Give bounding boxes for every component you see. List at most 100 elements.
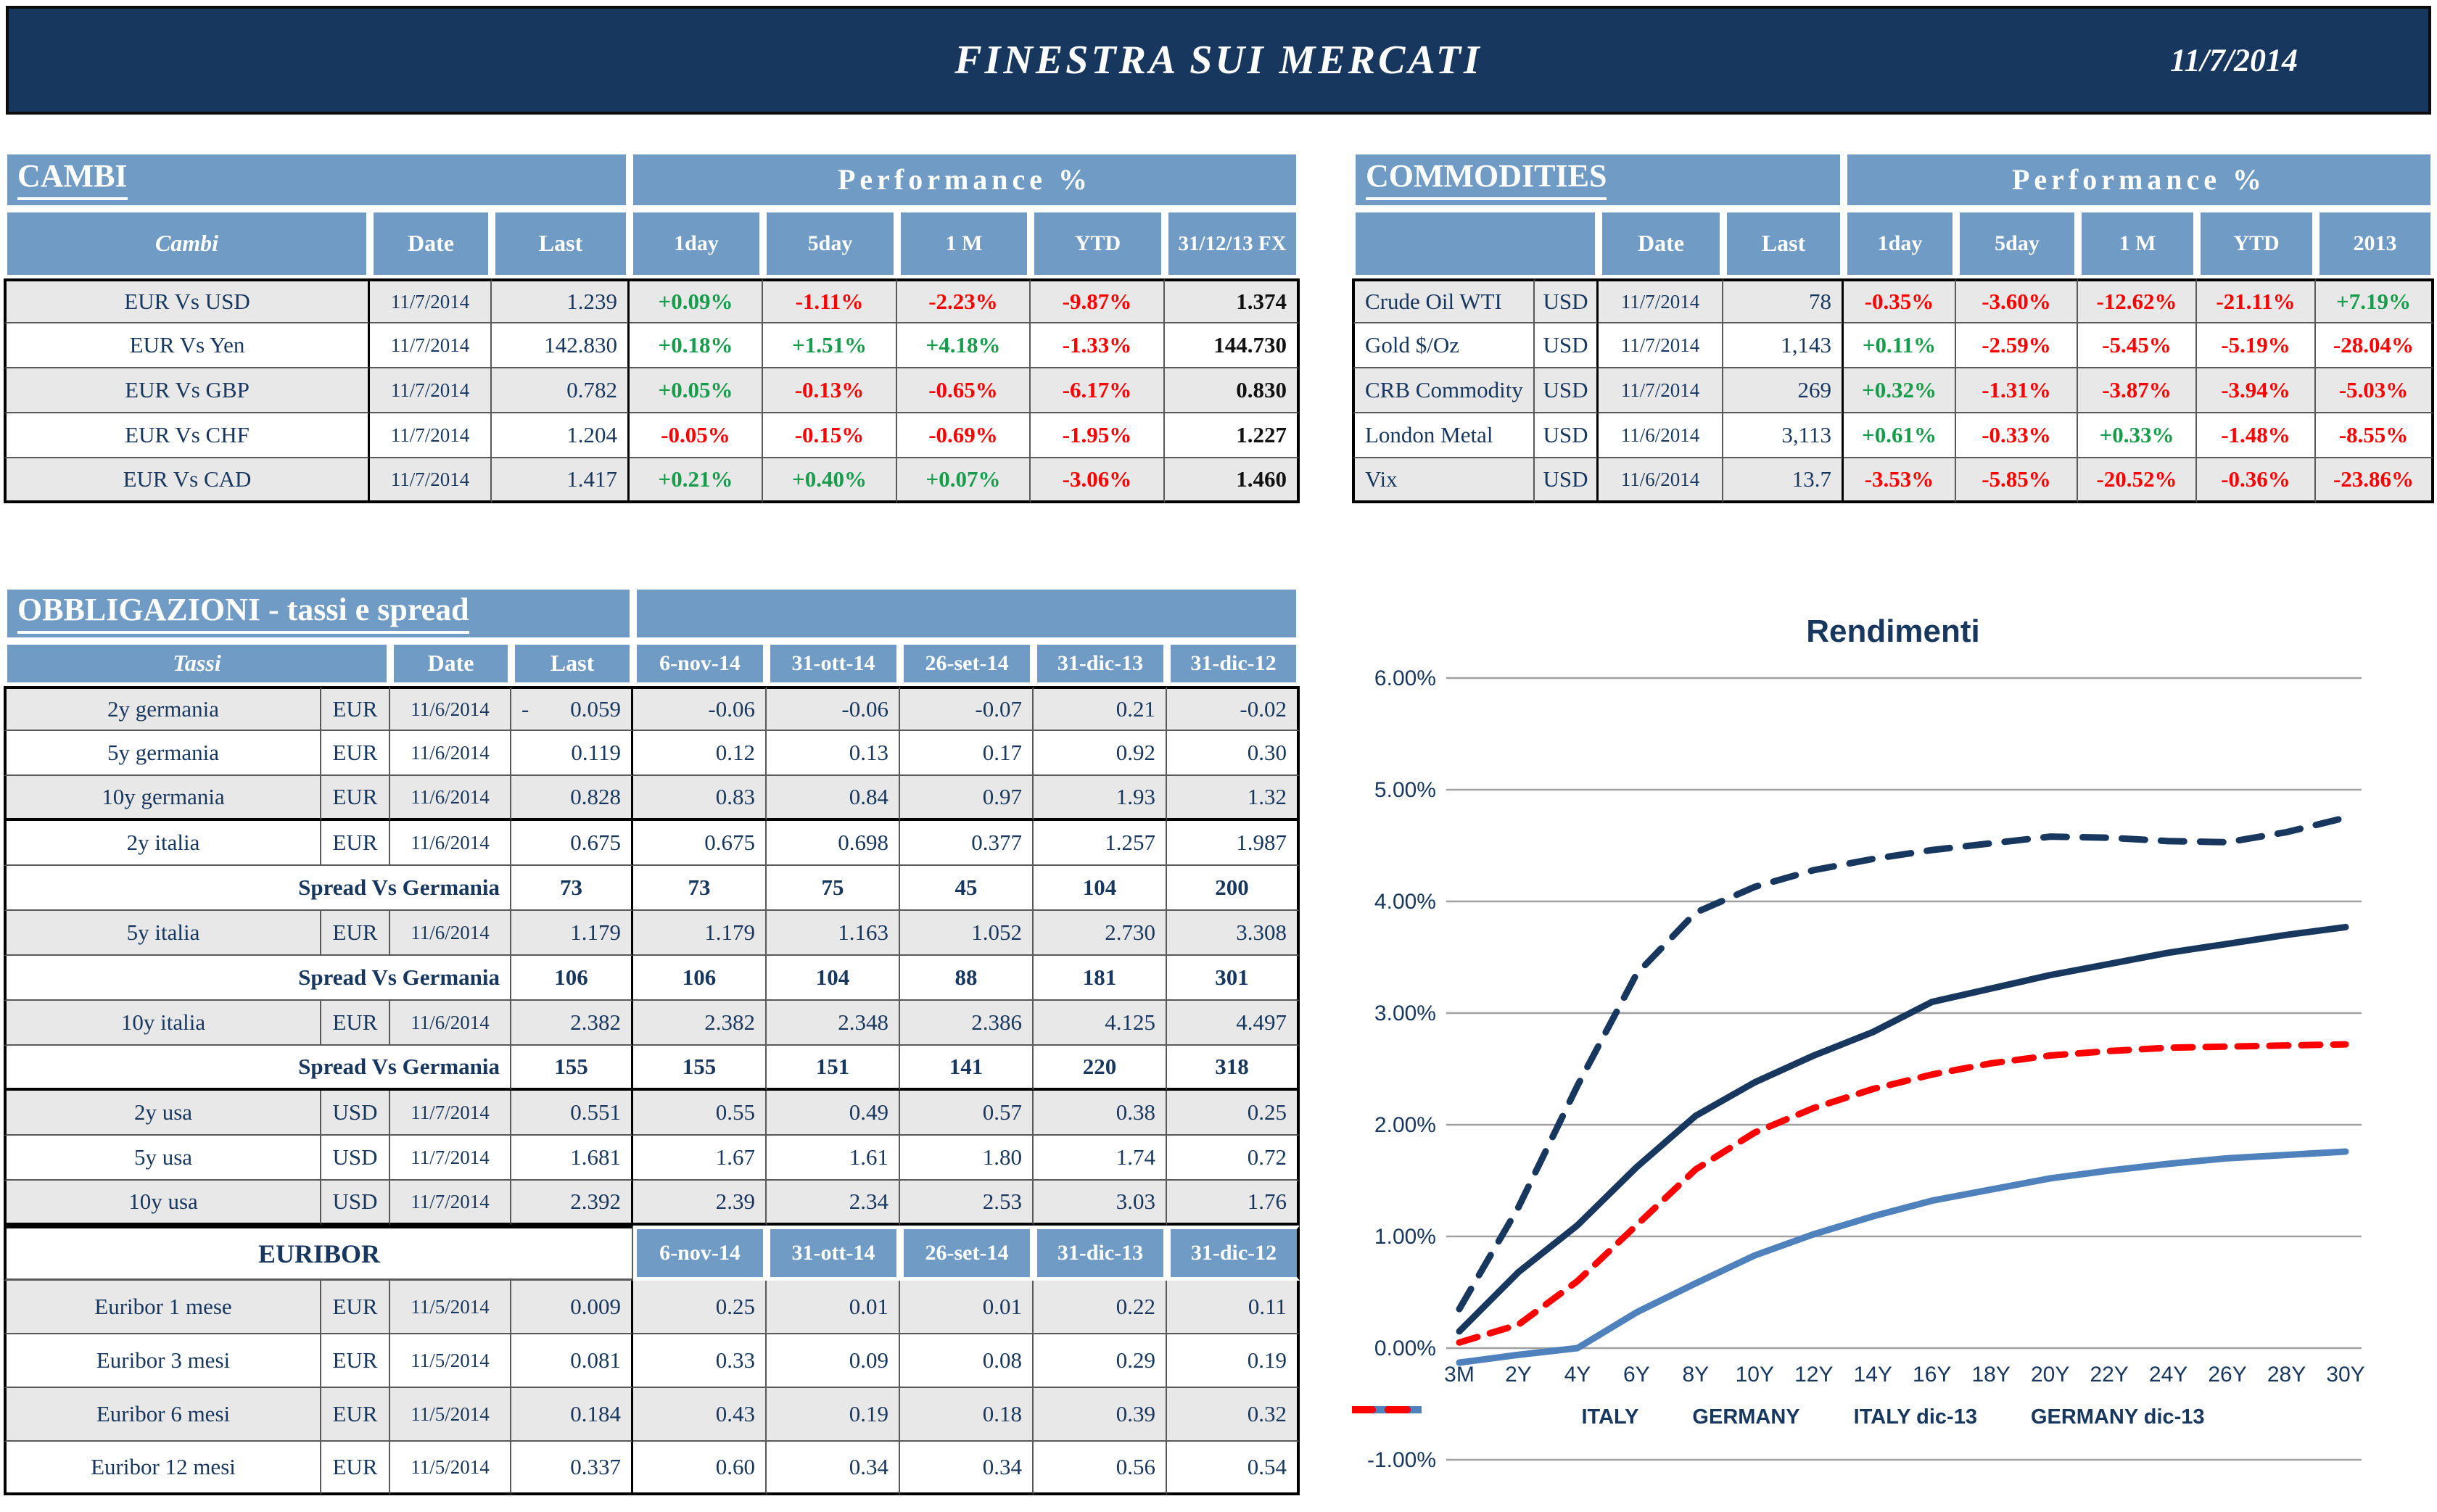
cambi-perf-value: -0.13%: [763, 368, 897, 413]
bond-row-label: Euribor 12 mesi: [4, 1442, 321, 1495]
cambi-fx-value: 144.730: [1165, 323, 1300, 368]
cambi-perf-value: +4.18%: [897, 323, 1031, 368]
bond-row-value: 1.32: [1167, 776, 1300, 821]
commodity-perf-value: -8.55%: [2316, 413, 2434, 458]
commodity-perf-value: -5.03%: [2316, 368, 2434, 413]
cambi-fx-value: 0.830: [1165, 368, 1300, 413]
bond-row-value: 0.18: [900, 1388, 1034, 1442]
bond-row-value: 1.163: [767, 911, 900, 956]
bond-row-value: 0.72: [1167, 1136, 1300, 1181]
cambi-fx-value: 1.374: [1165, 278, 1300, 323]
commodity-perf-value: -3.94%: [2197, 368, 2316, 413]
commodities-column-header: 5day: [1956, 209, 2078, 278]
commodities-column-header: [1352, 209, 1599, 278]
bond-row-value: 0.30: [1167, 731, 1300, 776]
commodity-row-label: CRB Commodity: [1352, 368, 1535, 413]
bond-row-last: 0.009: [511, 1281, 633, 1334]
bonds-section-title-label: OBBLIGAZIONI - tassi e spread: [17, 592, 469, 635]
y-axis-label: 4.00%: [1374, 890, 1436, 914]
commodity-row-last: 3,113: [1723, 413, 1844, 458]
bonds-date-column-header: 31-dic-12: [1167, 641, 1300, 686]
cambi-performance-header: Performance %: [630, 151, 1300, 209]
commodity-perf-value: -1.48%: [2197, 413, 2316, 458]
commodity-row-last: 269: [1723, 368, 1844, 413]
chart-legend: ITALY GERMANY ITALY dic-13 GERMANY dic-13: [1352, 1405, 2434, 1429]
x-axis-label: 4Y: [1564, 1363, 1591, 1387]
series-line-italy-dic-13: [1456, 814, 2349, 1313]
bond-row-value: 0.55: [633, 1091, 767, 1136]
bond-row-last: 0.184: [511, 1388, 633, 1442]
cambi-perf-value: -6.17%: [1031, 368, 1165, 413]
bond-row-value: 0.60: [633, 1442, 767, 1495]
cambi-perf-value: -0.15%: [763, 413, 897, 458]
bond-row-value: 0.25: [1167, 1091, 1300, 1136]
x-axis-label: 24Y: [2149, 1363, 2187, 1387]
bond-row-label: 5y germania: [4, 731, 321, 776]
commodity-perf-value: -28.04%: [2316, 323, 2434, 368]
cambi-row-last: 1.239: [492, 278, 630, 323]
bond-row-value: 1.67: [633, 1136, 767, 1181]
bond-row-value: 0.22: [1034, 1281, 1167, 1334]
bonds-column-header: Date: [390, 641, 511, 686]
bond-row-value: 0.39: [1034, 1388, 1167, 1442]
euribor-date-column-header: 31-dic-12: [1167, 1226, 1300, 1281]
bonds-date-column-header: 31-ott-14: [767, 641, 900, 686]
bond-row-value: 2.382: [633, 1001, 767, 1046]
x-axis-label: 14Y: [1854, 1363, 1892, 1387]
bond-last-value: 0.059: [570, 696, 621, 722]
cambi-column-header: 1day: [630, 209, 763, 278]
cambi-row-date: 11/7/2014: [370, 458, 492, 503]
cambi-column-header: Last: [492, 209, 630, 278]
bond-row-value: 0.34: [900, 1442, 1034, 1495]
bonds-title-spacer: [633, 586, 1300, 641]
bond-row-date: 11/5/2014: [390, 1442, 511, 1495]
commodity-row-label: Gold $/Oz: [1352, 323, 1535, 368]
bond-row-date: 11/6/2014: [390, 1001, 511, 1046]
cambi-perf-value: -9.87%: [1031, 278, 1165, 323]
cambi-column-header: 31/12/13 FX: [1165, 209, 1300, 278]
yield-chart: Rendimenti ITALY GERMANY ITALY dic-13 GERMA…: [1352, 587, 2434, 1508]
spread-row-last: 155: [511, 1046, 633, 1091]
bond-row-last: 1.681: [511, 1136, 633, 1181]
report-date: 11/7/2014: [2169, 42, 2298, 78]
commodity-perf-value: +0.32%: [1844, 368, 1956, 413]
bond-row-value: 1.052: [900, 911, 1034, 956]
spread-row-value: 318: [1167, 1046, 1300, 1091]
bond-row-currency: EUR: [321, 1281, 390, 1334]
commodities-column-header: Date: [1599, 209, 1723, 278]
bond-row-value: -0.06: [633, 686, 767, 731]
cambi-perf-value: -0.69%: [897, 413, 1031, 458]
spread-row-label: Spread Vs Germania: [4, 956, 511, 1001]
bond-row-value: 0.83: [633, 776, 767, 821]
x-axis-label: 3M: [1444, 1363, 1475, 1387]
bond-row-value: 0.33: [633, 1334, 767, 1388]
bond-row-value: 0.19: [1167, 1334, 1300, 1388]
bond-row-value: 0.38: [1034, 1091, 1167, 1136]
bond-row-value: 0.84: [767, 776, 900, 821]
y-axis-label: 6.00%: [1374, 666, 1436, 690]
bond-row-currency: USD: [321, 1091, 390, 1136]
bonds-section-title: OBBLIGAZIONI - tassi e spread: [4, 586, 633, 641]
x-axis-label: 8Y: [1683, 1363, 1710, 1387]
bond-row-date: 11/5/2014: [390, 1281, 511, 1334]
commodity-perf-value: -3.60%: [1956, 278, 2078, 323]
bond-row-value: 2.730: [1034, 911, 1167, 956]
commodity-row-currency: USD: [1535, 413, 1599, 458]
euribor-date-column-header: 31-ott-14: [767, 1226, 900, 1281]
cambi-perf-value: +0.09%: [630, 278, 763, 323]
spread-row-value: 181: [1034, 956, 1167, 1001]
cambi-fx-value: 1.460: [1165, 458, 1300, 503]
commodity-row-label: Crude Oil WTI: [1352, 278, 1535, 323]
spread-row-label: Spread Vs Germania: [4, 1046, 511, 1091]
bond-row-label: 2y italia: [4, 821, 321, 866]
legend-label: ITALY dic-13: [1853, 1405, 1977, 1429]
legend-label: GERMANY: [1692, 1405, 1800, 1429]
commodities-column-header: YTD: [2197, 209, 2316, 278]
bond-row-value: 1.80: [900, 1136, 1034, 1181]
bond-row-date: 11/6/2014: [390, 911, 511, 956]
commodities-column-header: 1 M: [2078, 209, 2197, 278]
commodity-row-date: 11/6/2014: [1599, 413, 1723, 458]
bond-row-value: 1.987: [1167, 821, 1300, 866]
cambi-row-date: 11/7/2014: [370, 368, 492, 413]
bond-row-date: 11/5/2014: [390, 1334, 511, 1388]
